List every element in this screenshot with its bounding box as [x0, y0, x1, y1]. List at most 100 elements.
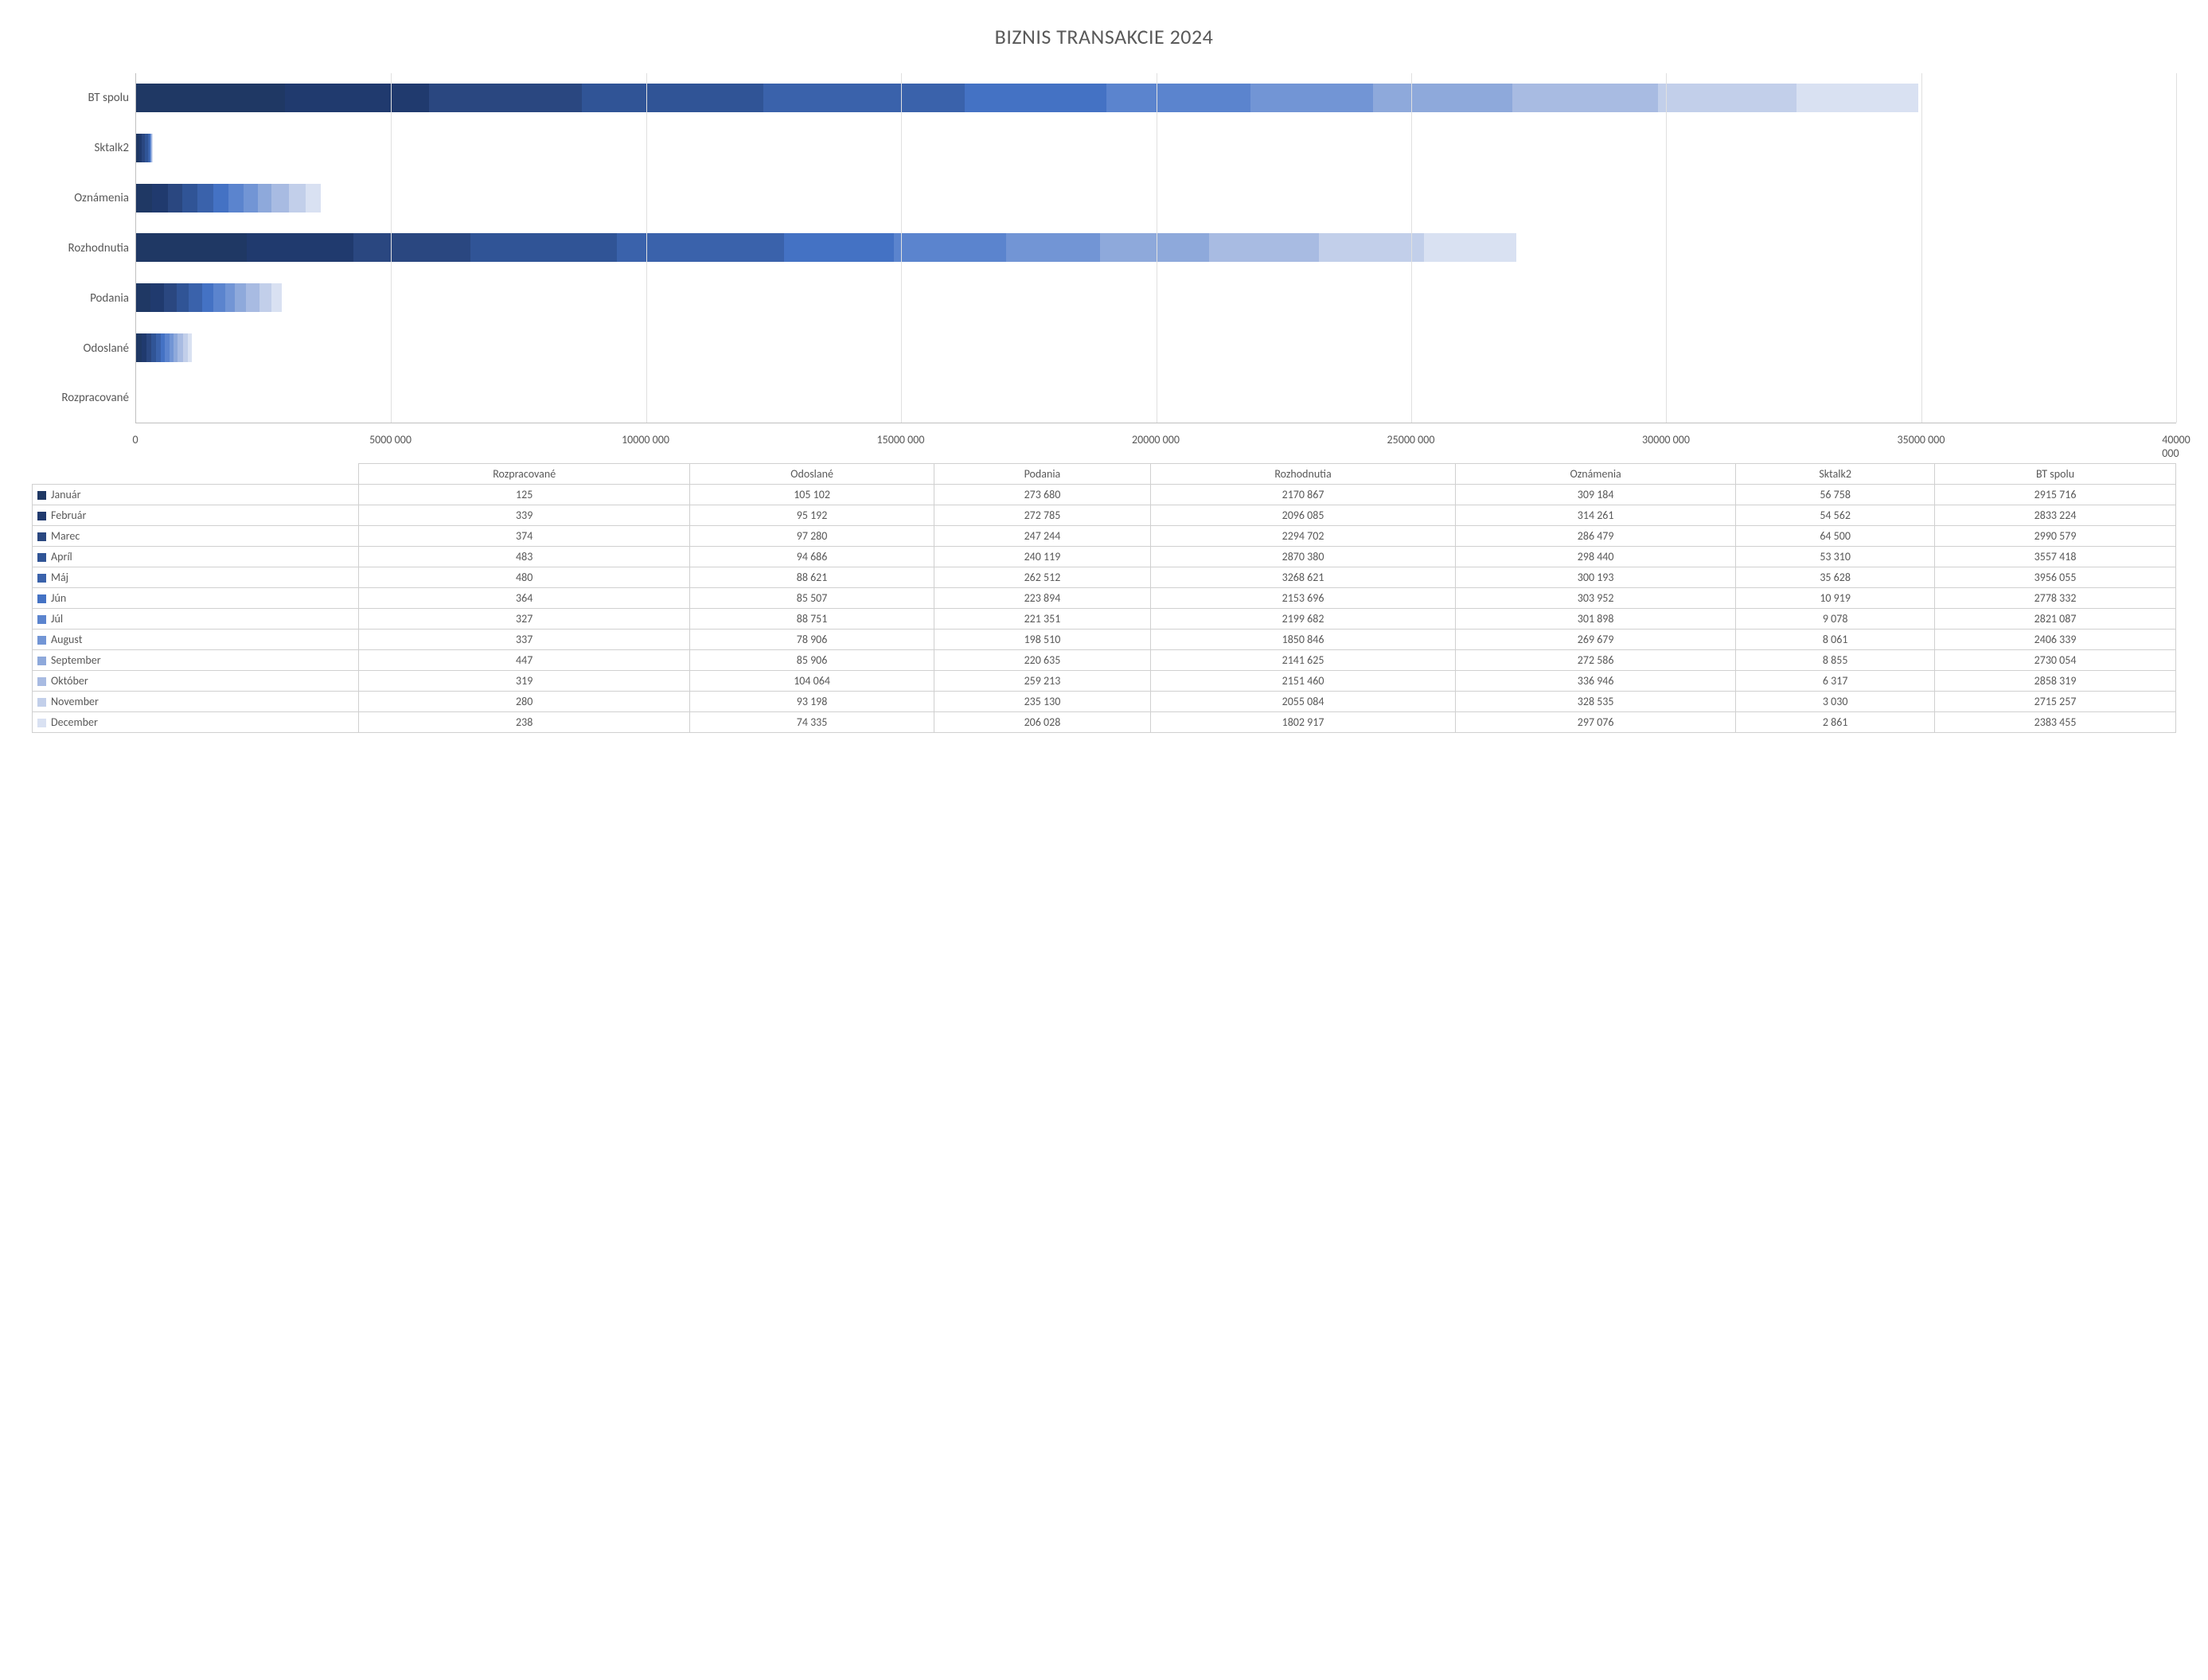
bar-segment [152, 184, 168, 212]
legend-swatch [37, 512, 46, 520]
table-cell: 2153 696 [1150, 588, 1455, 609]
table-cell: 238 [359, 712, 690, 733]
bar-segment [271, 283, 282, 312]
table-cell: 54 562 [1736, 505, 1935, 526]
table-cell: 480 [359, 567, 690, 588]
x-axis-tick: 15000 000 [877, 433, 925, 446]
gridline [1411, 73, 1412, 423]
table-cell: 364 [359, 588, 690, 609]
gridline [1921, 73, 1922, 423]
table-cell: 2833 224 [1935, 505, 2176, 526]
table-cell: 309 184 [1456, 485, 1736, 505]
page-title: BIZNIS TRANSAKCIE 2024 [32, 24, 2176, 49]
table-cell: 85 507 [690, 588, 934, 609]
table-cell: 8 061 [1736, 630, 1935, 650]
bar-segment [965, 84, 1106, 112]
table-row: Júl32788 751221 3512199 682301 8989 0782… [33, 609, 2176, 630]
table-cell: 2383 455 [1935, 712, 2176, 733]
month-label: Jún [51, 591, 66, 605]
table-row: August33778 906198 5101850 846269 6798 0… [33, 630, 2176, 650]
month-label: Apríl [51, 550, 72, 563]
y-axis-label: Oznámenia [32, 173, 129, 223]
bar-segment [1100, 233, 1209, 262]
table-corner [33, 464, 359, 485]
month-label: Február [51, 509, 86, 522]
table-cell: 125 [359, 485, 690, 505]
table-cell: 220 635 [934, 650, 1150, 671]
bar-segment [1512, 84, 1658, 112]
table-cell: 97 280 [690, 526, 934, 547]
bar-segment [177, 283, 189, 312]
plot-area [135, 73, 2176, 423]
table-cell: 259 213 [934, 671, 1150, 692]
y-axis-label: Sktalk2 [32, 123, 129, 173]
bar-segment [259, 283, 271, 312]
table-row: Október319104 064259 2132151 460336 9466… [33, 671, 2176, 692]
bar-segment [168, 184, 182, 212]
bar-segment [225, 283, 236, 312]
gridline [646, 73, 647, 423]
table-cell: 298 440 [1456, 547, 1736, 567]
bar-segment [894, 233, 1006, 262]
table-cell: 2990 579 [1935, 526, 2176, 547]
table-column-header: Sktalk2 [1736, 464, 1935, 485]
table-cell: 94 686 [690, 547, 934, 567]
bar-segment [136, 184, 152, 212]
table-month-cell: Jún [33, 588, 359, 609]
table-month-cell: Marec [33, 526, 359, 547]
bar-segment [1006, 233, 1101, 262]
table-month-cell: Apríl [33, 547, 359, 567]
bar-segment [136, 84, 285, 112]
table-cell: 297 076 [1456, 712, 1736, 733]
y-axis-label: Odoslané [32, 324, 129, 373]
table-cell: 3 030 [1736, 692, 1935, 712]
table-month-cell: November [33, 692, 359, 712]
bar-segment [289, 184, 306, 212]
table-month-cell: Január [33, 485, 359, 505]
bar-segment [246, 283, 259, 312]
x-axis-tick: 35000 000 [1898, 433, 1945, 446]
table-cell: 2170 867 [1150, 485, 1455, 505]
y-axis-label: Podania [32, 274, 129, 323]
bar-segment [353, 233, 470, 262]
table-cell: 2096 085 [1150, 505, 1455, 526]
table-cell: 262 512 [934, 567, 1150, 588]
bar-segment [1209, 233, 1319, 262]
bar-segment [285, 84, 430, 112]
gridline [2176, 73, 2177, 423]
month-label: Máj [51, 571, 68, 584]
month-label: December [51, 715, 98, 729]
bar-segment [258, 184, 271, 212]
table-cell: 374 [359, 526, 690, 547]
table-cell: 336 946 [1456, 671, 1736, 692]
table-cell: 337 [359, 630, 690, 650]
legend-swatch [37, 491, 46, 500]
table-cell: 286 479 [1456, 526, 1736, 547]
y-axis-label: Rozhodnutia [32, 224, 129, 273]
bar-segment [582, 84, 763, 112]
table-row: Máj48088 621262 5123268 621300 19335 628… [33, 567, 2176, 588]
table-cell: 56 758 [1736, 485, 1935, 505]
table-cell: 85 906 [690, 650, 934, 671]
table-cell: 3956 055 [1935, 567, 2176, 588]
table-cell: 93 198 [690, 692, 934, 712]
x-axis-tick: 0 [132, 433, 138, 446]
table-cell: 2055 084 [1150, 692, 1455, 712]
legend-swatch [37, 574, 46, 583]
table-month-cell: September [33, 650, 359, 671]
table-row: Apríl48394 686240 1192870 380298 44053 3… [33, 547, 2176, 567]
bar-segment [213, 283, 224, 312]
month-label: August [51, 633, 82, 646]
data-table: RozpracovanéOdoslanéPodaniaRozhodnutiaOz… [32, 463, 2176, 733]
table-cell: 198 510 [934, 630, 1150, 650]
bar-segment [197, 184, 213, 212]
bar-segment [784, 233, 894, 262]
x-axis-tick: 20000 000 [1132, 433, 1180, 446]
table-cell: 104 064 [690, 671, 934, 692]
table-column-header: Podania [934, 464, 1150, 485]
bar-segment [228, 184, 244, 212]
legend-swatch [37, 657, 46, 665]
table-column-header: BT spolu [1935, 464, 2176, 485]
table-cell: 3557 418 [1935, 547, 2176, 567]
bar-segment [1319, 233, 1424, 262]
